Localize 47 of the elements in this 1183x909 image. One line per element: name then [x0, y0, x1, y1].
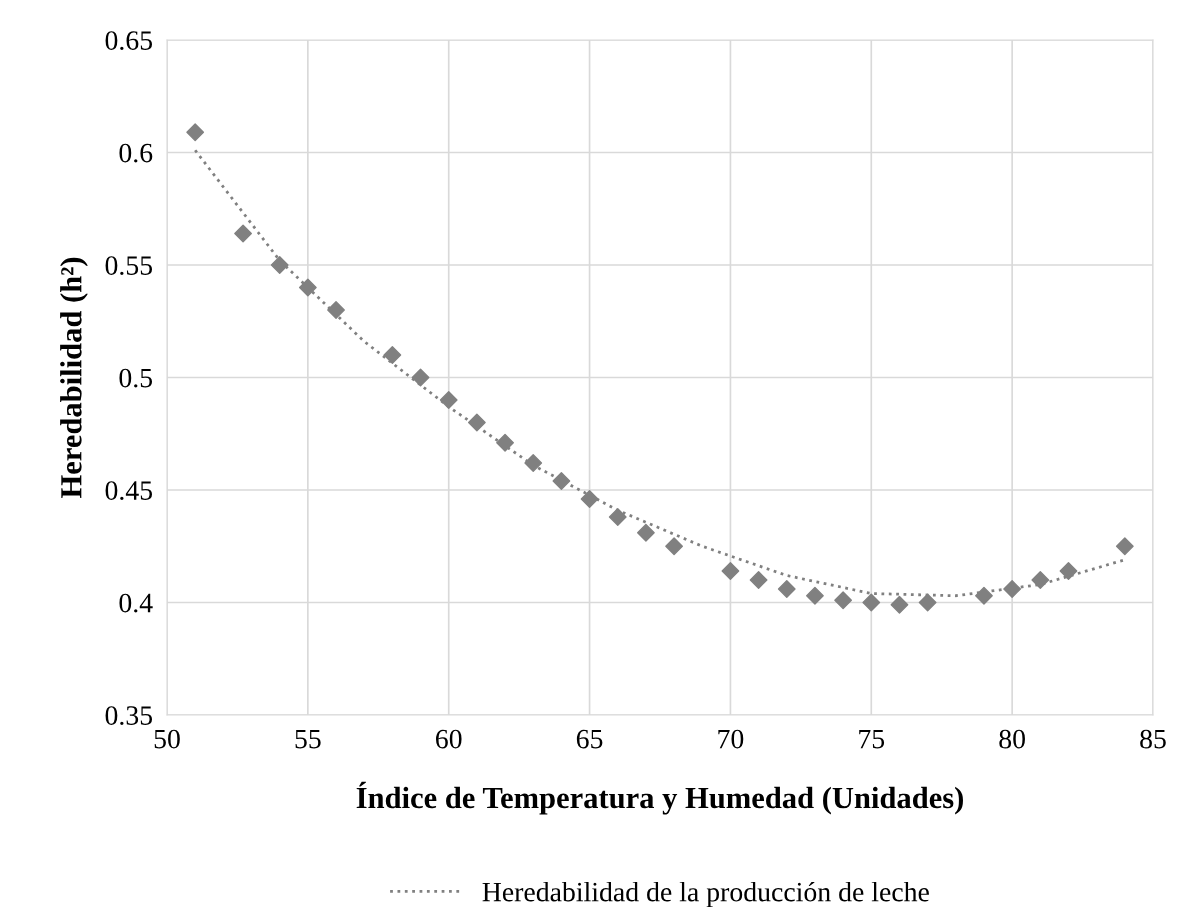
point [383, 346, 402, 364]
point [721, 562, 740, 580]
point [524, 454, 543, 472]
point [439, 391, 458, 409]
point [467, 413, 486, 432]
point [1115, 537, 1134, 556]
point [665, 537, 683, 556]
x-tick-label: 55 [295, 729, 321, 749]
point [270, 256, 289, 274]
point [496, 433, 514, 452]
point [637, 523, 655, 542]
y-tick-label: 0.6 [119, 143, 153, 163]
point [298, 278, 317, 297]
x-axis-title: Índice de Temperatura y Humedad (Unidades) [356, 781, 963, 815]
point [975, 586, 993, 605]
point [552, 472, 571, 490]
x-tick-label: 70 [718, 729, 744, 749]
point [411, 368, 430, 387]
point [834, 591, 853, 610]
point [234, 224, 252, 243]
point [327, 301, 345, 319]
x-tick-label: 60 [436, 729, 462, 749]
x-tick-label: 80 [999, 729, 1025, 749]
y-tick-label: 0.65 [105, 31, 153, 51]
y-axis-title: Heredabilidad (h²) [60, 257, 88, 499]
point [862, 593, 881, 612]
x-tick-label: 50 [154, 729, 180, 749]
point [777, 580, 796, 598]
y-tick-label: 0.35 [105, 706, 153, 726]
point [890, 595, 909, 614]
point [1031, 571, 1050, 589]
y-tick-label: 0.4 [119, 593, 153, 613]
point [608, 508, 627, 526]
point [806, 586, 824, 605]
point [1003, 580, 1022, 598]
point [749, 571, 768, 589]
y-tick-label: 0.45 [105, 481, 153, 501]
x-tick-label: 75 [859, 729, 885, 749]
x-tick-label: 65 [576, 729, 603, 749]
point [918, 593, 937, 612]
point [186, 123, 205, 142]
y-tick-label: 0.5 [119, 368, 153, 388]
point [580, 490, 599, 508]
x-tick-label: 85 [1140, 729, 1166, 749]
y-tick-label: 0.55 [105, 256, 153, 276]
legend-label: Heredabilidad de la producción de leche [482, 881, 929, 908]
point [1059, 562, 1078, 580]
